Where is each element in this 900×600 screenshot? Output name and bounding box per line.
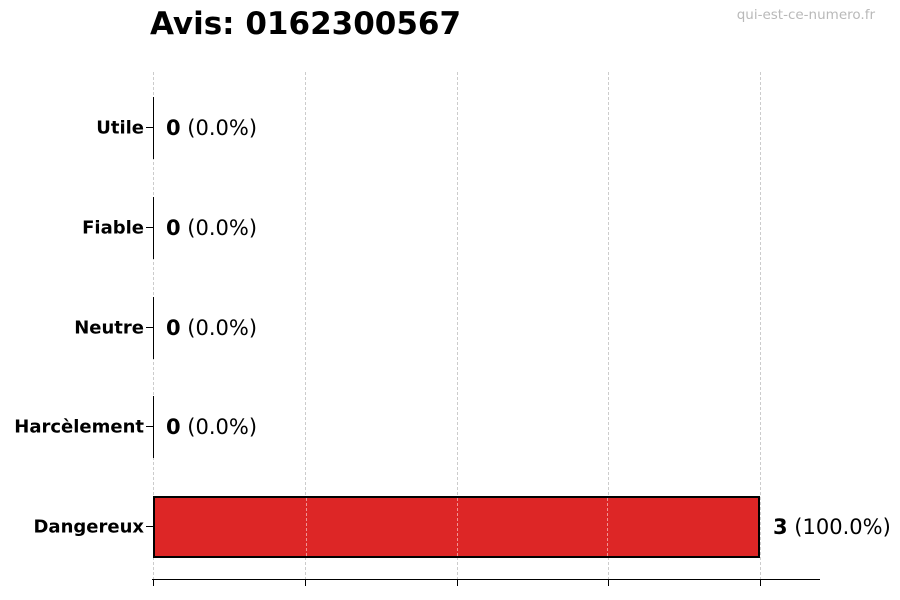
y-tick (146, 226, 153, 228)
value-percent: (100.0%) (787, 515, 891, 539)
gridline (608, 72, 610, 580)
value-label: 3 (100.0%) (773, 515, 891, 539)
value-percent: (0.0%) (180, 415, 258, 440)
value-count: 0 (166, 415, 181, 440)
bar-neutre (153, 296, 154, 359)
category-label: Utile (96, 117, 144, 139)
gridline-overlay (305, 498, 307, 556)
category-label: Dangereux (33, 516, 144, 538)
gridline (760, 72, 761, 580)
value-label: 0 (0.0%) (166, 316, 257, 340)
x-tick (760, 580, 761, 586)
bar-harcelement (153, 396, 154, 459)
gridline (456, 72, 458, 580)
value-count: 0 (166, 116, 181, 140)
value-percent: (0.0%) (180, 315, 258, 340)
value-percent: (0.0%) (180, 215, 258, 240)
value-percent: (0.0%) (180, 116, 258, 140)
bar-fiable (153, 196, 154, 259)
y-tick (146, 426, 153, 428)
value-label: 0 (0.0%) (166, 415, 257, 439)
x-tick (456, 580, 458, 586)
category-label: Harcèlement (14, 416, 144, 438)
value-count: 3 (773, 515, 788, 539)
x-tick (608, 580, 610, 586)
value-label: 0 (0.0%) (166, 216, 257, 240)
x-tick (153, 580, 154, 586)
value-label: 0 (0.0%) (166, 116, 257, 140)
value-count: 0 (166, 215, 181, 240)
y-tick (146, 326, 153, 328)
chart-title: Avis: 0162300567 (150, 6, 462, 42)
gridline (304, 72, 306, 580)
x-tick (304, 580, 306, 586)
bar-utile (153, 97, 154, 159)
value-count: 0 (166, 315, 181, 340)
bar-dangereux (153, 496, 760, 558)
y-tick (146, 127, 153, 128)
category-label: Fiable (82, 217, 144, 239)
watermark: qui-est-ce-numero.fr (736, 7, 875, 23)
x-axis-line (151, 579, 820, 580)
gridline-overlay (607, 498, 609, 556)
y-tick (146, 526, 153, 527)
category-label: Neutre (74, 317, 144, 338)
gridline-overlay (456, 498, 458, 556)
